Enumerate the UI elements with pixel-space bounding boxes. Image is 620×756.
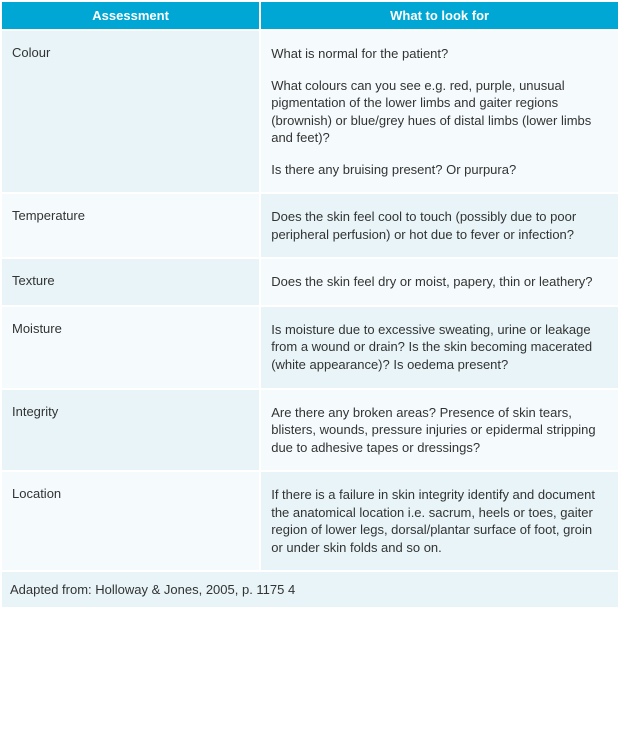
lookfor-cell: If there is a failure in skin integrity … (260, 471, 619, 571)
lookfor-cell: Does the skin feel cool to touch (possib… (260, 193, 619, 258)
assessment-cell: Location (1, 471, 260, 571)
lookfor-text: Is there any bruising present? Or purpur… (271, 161, 606, 179)
table-header-row: Assessment What to look for (1, 1, 619, 30)
table-row: Colour What is normal for the patient? W… (1, 30, 619, 193)
lookfor-text: Does the skin feel cool to touch (possib… (271, 208, 606, 243)
lookfor-cell: What is normal for the patient? What col… (260, 30, 619, 193)
lookfor-text: If there is a failure in skin integrity … (271, 486, 606, 556)
assessment-cell: Moisture (1, 306, 260, 389)
footer-citation: Adapted from: Holloway & Jones, 2005, p.… (1, 571, 619, 608)
header-look-for: What to look for (260, 1, 619, 30)
assessment-cell: Temperature (1, 193, 260, 258)
lookfor-text: What colours can you see e.g. red, purpl… (271, 77, 606, 147)
lookfor-text: Is moisture due to excessive sweating, u… (271, 321, 606, 374)
assessment-table: Assessment What to look for Colour What … (0, 0, 620, 609)
table-row: Texture Does the skin feel dry or moist,… (1, 258, 619, 306)
lookfor-cell: Does the skin feel dry or moist, papery,… (260, 258, 619, 306)
table-footer-row: Adapted from: Holloway & Jones, 2005, p.… (1, 571, 619, 608)
header-assessment: Assessment (1, 1, 260, 30)
lookfor-text: Does the skin feel dry or moist, papery,… (271, 273, 606, 291)
lookfor-text: What is normal for the patient? (271, 45, 606, 63)
assessment-cell: Colour (1, 30, 260, 193)
table-row: Temperature Does the skin feel cool to t… (1, 193, 619, 258)
table-row: Integrity Are there any broken areas? Pr… (1, 389, 619, 472)
lookfor-cell: Is moisture due to excessive sweating, u… (260, 306, 619, 389)
table-row: Moisture Is moisture due to excessive sw… (1, 306, 619, 389)
lookfor-text: Are there any broken areas? Presence of … (271, 404, 606, 457)
assessment-cell: Texture (1, 258, 260, 306)
lookfor-cell: Are there any broken areas? Presence of … (260, 389, 619, 472)
table-row: Location If there is a failure in skin i… (1, 471, 619, 571)
assessment-cell: Integrity (1, 389, 260, 472)
